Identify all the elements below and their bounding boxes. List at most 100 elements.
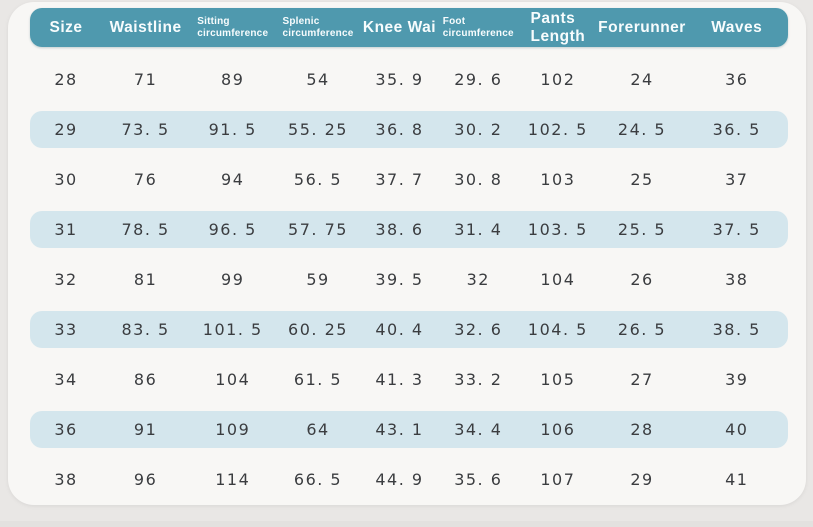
cell: 25. 5 <box>617 219 667 239</box>
table-row: 38 96 114 66. 5 44. 9 35. 6 107 29 41 <box>30 454 788 504</box>
header-cell: Sitting circumference <box>189 16 276 40</box>
cell: 91. 5 <box>208 119 257 139</box>
page-bottom-divider <box>0 521 813 527</box>
header-label: Forerunner <box>598 18 686 36</box>
header-cell: Size <box>30 19 102 37</box>
cell: 35. 9 <box>375 69 424 89</box>
table-row-band: 34 86 104 61. 5 41. 3 33. 2 105 27 39 <box>30 361 788 398</box>
table-row: 36 91 109 64 43. 1 34. 4 106 28 40 <box>30 404 788 454</box>
cell: 26 <box>630 269 654 289</box>
cell: 60. 25 <box>288 319 348 339</box>
header-label: Knee Wai <box>362 18 437 36</box>
cell: 32 <box>466 269 490 289</box>
table-body: 28 71 89 54 35. 9 29. 6 102 24 36 29 73. 5 91. 5 55.… <box>30 54 788 504</box>
cell: 37 <box>725 169 749 189</box>
cell: 36. 8 <box>375 119 424 139</box>
cell: 39. 5 <box>375 269 424 289</box>
cell: 103. 5 <box>527 219 588 239</box>
table-row: 28 71 89 54 35. 9 29. 6 102 24 36 <box>30 54 788 104</box>
cell: 33 <box>54 319 78 339</box>
header-label: Sitting circumference <box>197 15 269 39</box>
cell: 89 <box>221 69 245 89</box>
cell: 24. 5 <box>617 119 667 139</box>
cell: 39 <box>725 369 749 389</box>
cell: 81 <box>133 269 158 289</box>
cell: 25 <box>630 169 654 189</box>
cell: 28 <box>54 69 78 89</box>
table-row-band: 31 78. 5 96. 5 57. 75 38. 6 31. 4 103. 5 25. 5 3… <box>30 210 788 248</box>
table-row: 32 81 99 59 39. 5 32 104 26 38 <box>30 254 788 304</box>
cell: 102 <box>540 69 576 89</box>
cell: 33. 2 <box>454 369 503 389</box>
cell: 104 <box>540 269 576 289</box>
header-cell: Knee Wai <box>360 19 440 37</box>
cell: 32 <box>54 269 78 289</box>
header-cell: Waves <box>686 19 788 37</box>
cell: 54 <box>306 69 330 89</box>
table-row: 33 83. 5 101. 5 60. 25 40. 4 32. 6 104. 5 26. 5… <box>30 304 788 354</box>
cell: 32. 6 <box>454 319 503 339</box>
cell: 38 <box>725 269 749 289</box>
cell: 28 <box>630 419 654 439</box>
header-label: Foot circumference <box>442 15 514 39</box>
cell: 41. 3 <box>375 369 424 389</box>
cell: 114 <box>215 469 251 489</box>
cell: 37. 7 <box>375 169 424 189</box>
table-row-band: 38 96 114 66. 5 44. 9 35. 6 107 29 41 <box>30 461 788 498</box>
header-cell: Foot circumference <box>439 16 517 40</box>
cell: 96 <box>133 469 158 489</box>
header-label: Size <box>49 18 83 36</box>
cell: 56. 5 <box>293 169 343 189</box>
cell: 27 <box>630 369 654 389</box>
cell: 34. 4 <box>454 419 503 439</box>
table-row-band: 28 71 89 54 35. 9 29. 6 102 24 36 <box>30 61 788 98</box>
cell: 36 <box>54 419 78 439</box>
table-row: 31 78. 5 96. 5 57. 75 38. 6 31. 4 103. 5 25. 5 3… <box>30 204 788 254</box>
table-row-band: 29 73. 5 91. 5 55. 25 36. 8 30. 2 102. 5 24. 5 3… <box>30 110 788 148</box>
cell: 99 <box>221 269 245 289</box>
cell: 30. 2 <box>454 119 503 139</box>
cell: 31. 4 <box>454 219 503 239</box>
cell: 86 <box>133 369 158 389</box>
table-row: 34 86 104 61. 5 41. 3 33. 2 105 27 39 <box>30 354 788 404</box>
cell: 40. 4 <box>375 319 424 339</box>
table-row: 29 73. 5 91. 5 55. 25 36. 8 30. 2 102. 5 24. 5 3… <box>30 104 788 154</box>
cell: 105 <box>540 369 576 389</box>
cell: 40 <box>725 419 749 439</box>
cell: 104 <box>215 369 251 389</box>
cell: 107 <box>540 469 576 489</box>
header-label: Waves <box>711 18 763 36</box>
cell: 109 <box>215 419 251 439</box>
cell: 71 <box>133 69 158 89</box>
cell: 41 <box>725 469 749 489</box>
header-cell: Forerunner <box>598 19 685 37</box>
cell: 101. 5 <box>202 319 263 339</box>
cell: 38 <box>54 469 78 489</box>
cell: 83. 5 <box>121 319 170 339</box>
cell: 38. 5 <box>712 319 761 339</box>
cell: 78. 5 <box>121 219 170 239</box>
cell: 61. 5 <box>293 369 343 389</box>
cell: 34 <box>54 369 78 389</box>
cell: 55. 25 <box>288 119 348 139</box>
cell: 30. 8 <box>454 169 503 189</box>
header-label: Splenic circumference <box>282 15 354 39</box>
cell: 26. 5 <box>617 319 667 339</box>
cell: 104. 5 <box>527 319 588 339</box>
cell: 35. 6 <box>454 469 503 489</box>
table-row-band: 30 76 94 56. 5 37. 7 30. 8 103 25 37 <box>30 161 788 198</box>
cell: 30 <box>54 169 78 189</box>
table-row: 30 76 94 56. 5 37. 7 30. 8 103 25 37 <box>30 154 788 204</box>
cell: 36 <box>725 69 749 89</box>
cell: 31 <box>54 219 78 239</box>
size-chart-card: Size Waistline Sitting circumference Splenic… <box>8 2 806 505</box>
cell: 37. 5 <box>712 219 761 239</box>
header-label: Pants Length <box>530 9 586 45</box>
cell: 103 <box>540 169 576 189</box>
cell: 106 <box>540 419 576 439</box>
cell: 24 <box>630 69 654 89</box>
cell: 29. 6 <box>454 69 503 89</box>
cell: 36. 5 <box>712 119 761 139</box>
cell: 59 <box>306 269 330 289</box>
